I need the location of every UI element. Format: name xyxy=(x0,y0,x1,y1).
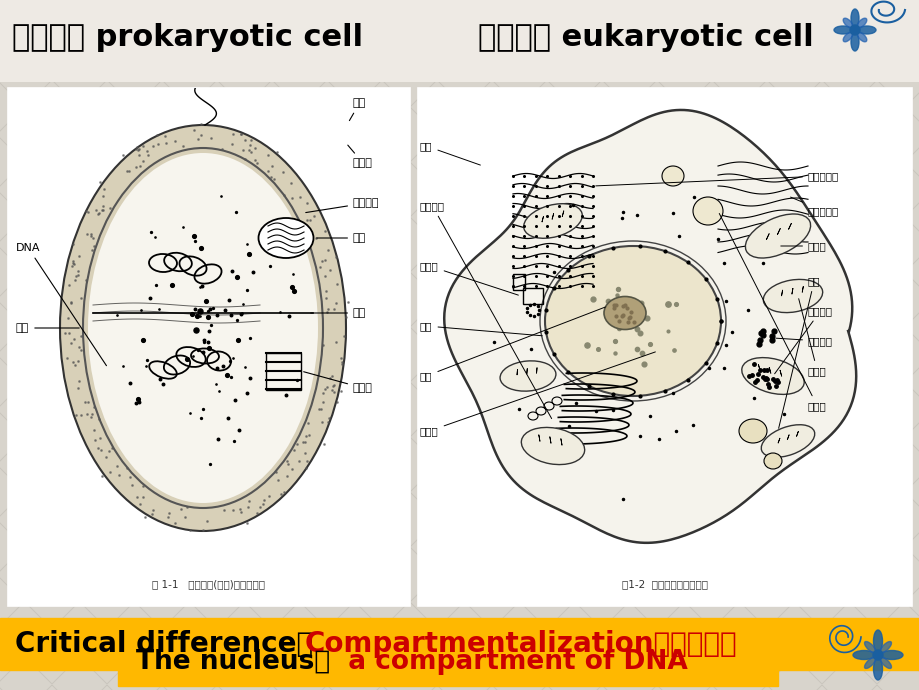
Ellipse shape xyxy=(544,246,720,396)
Bar xyxy=(513,274,525,290)
Ellipse shape xyxy=(849,25,859,35)
Ellipse shape xyxy=(843,32,852,42)
Text: 多核糖体: 多核糖体 xyxy=(305,198,380,213)
Ellipse shape xyxy=(879,642,891,653)
Ellipse shape xyxy=(834,26,851,34)
Text: Compartmentalization（区室化）: Compartmentalization（区室化） xyxy=(305,630,737,658)
Ellipse shape xyxy=(741,357,803,395)
Polygon shape xyxy=(444,110,856,543)
Text: 原核细胞 prokaryotic cell: 原核细胞 prokaryotic cell xyxy=(12,23,363,52)
Text: 细胞壁: 细胞壁 xyxy=(347,145,372,168)
Text: 糖原颗粒: 糖原颗粒 xyxy=(774,306,832,374)
Ellipse shape xyxy=(544,246,720,396)
Text: Critical difference：: Critical difference： xyxy=(15,630,312,658)
Ellipse shape xyxy=(864,642,875,653)
Ellipse shape xyxy=(857,32,866,42)
Bar xyxy=(0,618,919,670)
Text: 图1-2  真核细胞结构模式图: 图1-2 真核细胞结构模式图 xyxy=(621,579,708,589)
Text: 中心体: 中心体 xyxy=(420,261,517,295)
Text: 高尔基体: 高尔基体 xyxy=(420,201,551,419)
Ellipse shape xyxy=(60,125,346,531)
Ellipse shape xyxy=(258,218,313,258)
Text: 质膜: 质膜 xyxy=(16,323,79,333)
Text: 核仁: 核仁 xyxy=(420,307,605,381)
Ellipse shape xyxy=(738,419,766,443)
Ellipse shape xyxy=(744,214,810,258)
Text: DNA: DNA xyxy=(16,243,107,366)
Ellipse shape xyxy=(857,18,866,28)
Ellipse shape xyxy=(850,33,858,51)
Text: 脂滴: 脂滴 xyxy=(777,276,820,428)
Ellipse shape xyxy=(879,657,891,669)
Bar xyxy=(266,353,301,390)
Ellipse shape xyxy=(872,658,881,680)
Ellipse shape xyxy=(88,153,318,503)
Text: 色素颗粒: 色素颗粒 xyxy=(775,336,832,346)
Ellipse shape xyxy=(604,297,645,330)
Text: 染色质: 染色质 xyxy=(420,352,654,436)
Ellipse shape xyxy=(872,650,882,660)
Text: 线粒体: 线粒体 xyxy=(798,299,826,376)
Ellipse shape xyxy=(864,657,875,669)
Text: 间体: 间体 xyxy=(316,233,366,243)
Ellipse shape xyxy=(521,427,584,464)
Bar xyxy=(0,0,919,82)
Ellipse shape xyxy=(852,651,874,660)
Text: 横隔: 横隔 xyxy=(311,308,366,318)
Text: 鞭毛: 鞭毛 xyxy=(349,98,366,121)
Text: a compartment of DNA: a compartment of DNA xyxy=(330,649,687,675)
Ellipse shape xyxy=(523,204,582,238)
Text: 图 1-1   原核细胞(细菌)结构模式图: 图 1-1 原核细胞(细菌)结构模式图 xyxy=(153,579,266,589)
Ellipse shape xyxy=(763,453,781,469)
Text: 核糖体: 核糖体 xyxy=(780,241,826,251)
Bar xyxy=(522,288,542,304)
Ellipse shape xyxy=(760,425,814,457)
Bar xyxy=(118,638,777,686)
Text: 溶酶体: 溶酶体 xyxy=(719,213,826,411)
Bar xyxy=(417,88,911,606)
Ellipse shape xyxy=(872,630,881,652)
Ellipse shape xyxy=(880,651,902,660)
Text: 真核细胞 eukaryotic cell: 真核细胞 eukaryotic cell xyxy=(478,23,813,52)
Ellipse shape xyxy=(857,26,875,34)
Bar xyxy=(8,88,410,606)
Ellipse shape xyxy=(662,166,683,186)
Text: 核膜: 核膜 xyxy=(420,321,541,336)
Ellipse shape xyxy=(843,18,852,28)
Ellipse shape xyxy=(763,279,822,313)
Ellipse shape xyxy=(500,361,555,391)
Text: The nucleus：: The nucleus： xyxy=(136,649,330,675)
Text: 光面内质网: 光面内质网 xyxy=(789,197,838,216)
Text: 糙面内质网: 糙面内质网 xyxy=(596,171,838,186)
Text: 类囊体: 类囊体 xyxy=(303,372,372,393)
Ellipse shape xyxy=(850,9,858,27)
Text: 质膜: 质膜 xyxy=(420,141,480,165)
Ellipse shape xyxy=(692,197,722,225)
